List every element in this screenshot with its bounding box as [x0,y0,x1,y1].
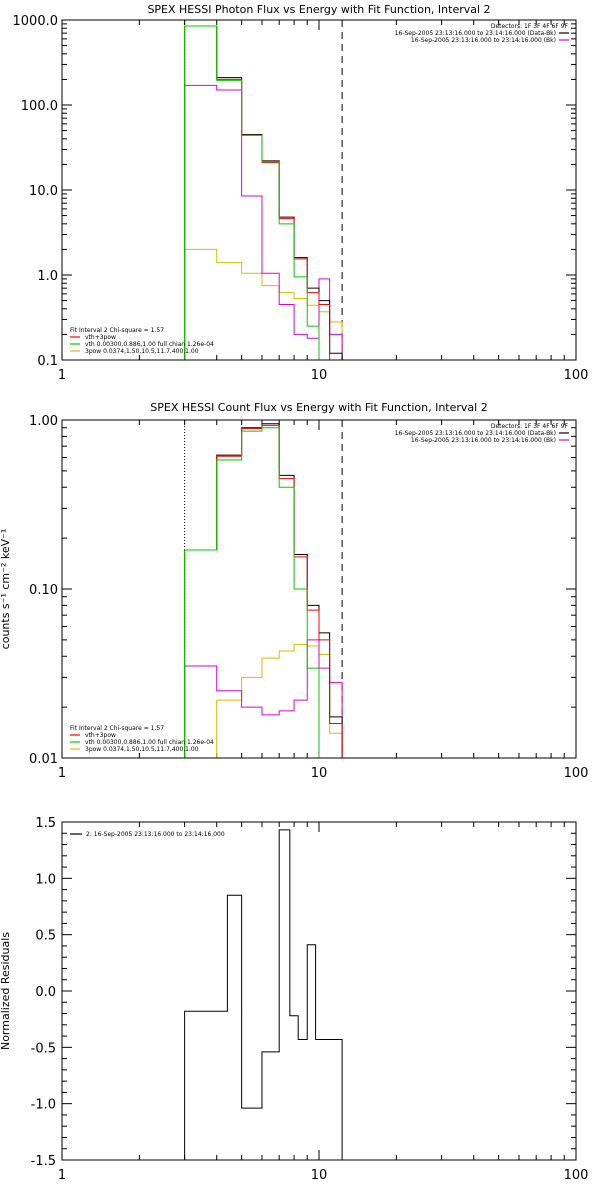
fit-label: Fit Interval 2 Chi-square = 1.57 [70,327,164,334]
x-tick-label: 1 [58,1168,66,1183]
x-tick-label: 10 [311,368,328,383]
x-tick-label: 10 [311,1168,328,1183]
y-tick-label: 1.5 [35,816,56,831]
series-line-2 [184,424,343,758]
x-tick-label: 100 [564,766,589,781]
series-line-1 [184,829,343,1160]
series-line-3 [184,25,343,360]
y-axis-label: Normalized Residuals [0,932,12,1050]
component-label-1: vth+3pow [85,732,116,739]
plot-frame [61,821,577,1161]
y-tick-label: 1.0 [37,269,58,284]
series-line-3 [184,427,343,758]
y-tick-label: 0.01 [29,752,58,767]
y-tick-label: -1.0 [31,1098,56,1113]
component-label-1: vth+3pow [85,334,116,341]
y-tick-label: 0.5 [35,929,56,944]
series-line-5 [184,84,343,360]
y-tick-label: 0.10 [29,583,58,598]
x-tick-label: 100 [564,368,589,383]
x-tick-label: 10 [311,766,328,781]
y-tick-label: 0.0 [35,985,56,1000]
plot-frame [61,19,577,361]
y-axis-label: counts s⁻¹ cm⁻² keV⁻¹ [0,529,12,650]
time-label-1: 16-Sep-2005 23:13:16.000 to 23:14:16.000… [395,30,556,37]
x-tick-label: 1 [58,766,66,781]
component-label-2: vth 0.00300,0.886,1.00 full chian 1.26e-… [85,341,214,348]
detectors-label: Detectors: 1F 3F 4F 6F 9F [491,423,569,430]
y-tick-label: 0.1 [37,354,58,369]
y-tick-label: 1.0 [35,872,56,887]
series-line-1 [184,25,343,360]
panel-2: SPEX HESSI Count Flux vs Energy with Fit… [0,401,588,781]
detectors-label: Detectors: 1F 3F 4F 6F 9F [491,23,569,30]
y-tick-label: 1000.0 [13,14,59,29]
time-label-2: 16-Sep-2005 23:13:16.000 to 23:14:16.000… [411,437,556,444]
component-label-2: vth 0.00300,0.886,1.00 full chian 1.26e-… [85,739,214,746]
panel-title: SPEX HESSI Count Flux vs Energy with Fit… [150,401,487,414]
y-tick-label: -0.5 [31,1041,56,1056]
plot-frame [61,419,577,759]
residual-legend-label: 2: 16-Sep-2005 23:13:16.000 to 23:14:16.… [86,831,225,838]
component-label-3: 3pow 0.0374,1.50,10.5,11.7,400,1.00 [85,746,199,753]
panel-title: SPEX HESSI Photon Flux vs Energy with Fi… [147,3,490,16]
series-line-4 [184,248,343,360]
time-label-1: 16-Sep-2005 23:13:16.000 to 23:14:16.000… [395,430,556,437]
series-line-2 [184,25,343,360]
series-line-1 [184,423,343,758]
panel-1: SPEX HESSI Photon Flux vs Energy with Fi… [13,3,589,383]
fit-label: Fit Interval 2 Chi-square = 1.57 [70,725,164,732]
y-tick-label: -1.5 [31,1154,56,1169]
y-tick-label: 100.0 [21,99,58,114]
panel-3: Normalized Residuals 1 10 100 -1.5 -1.0 -0.5 0.… [0,816,588,1183]
x-tick-label: 1 [58,368,66,383]
series-line-5 [184,639,343,758]
y-tick-label: 1.00 [29,414,58,429]
x-tick-label: 100 [564,1168,589,1183]
time-label-2: 16-Sep-2005 23:13:16.000 to 23:14:16.000… [411,37,556,44]
component-label-3: 3pow 0.0374,1.50,10.5,11.7,400,1.00 [85,348,199,355]
y-tick-label: 10.0 [29,184,58,199]
